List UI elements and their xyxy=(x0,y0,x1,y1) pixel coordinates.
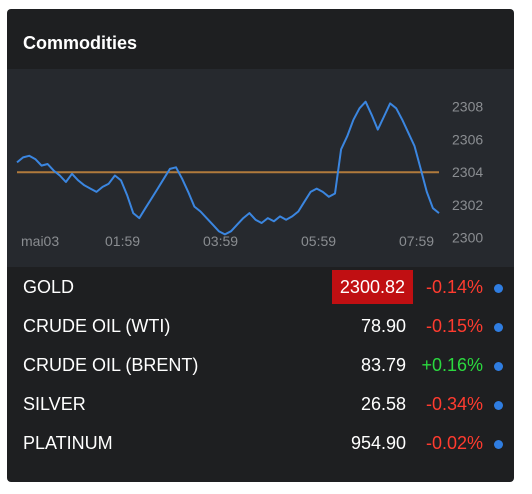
commodity-row-gold[interactable]: GOLD 2300.82 -0.14% xyxy=(7,267,514,306)
commodity-change: -0.15% xyxy=(425,316,483,336)
commodity-name: SILVER xyxy=(23,394,86,414)
commodity-row-crude-oil-wti[interactable]: CRUDE OIL (WTI) 78.90 -0.15% xyxy=(7,306,514,345)
y-tick-label: 2308 xyxy=(452,99,483,115)
x-tick-label: 05:59 xyxy=(301,233,336,249)
commodity-price: 78.90 xyxy=(360,316,406,336)
status-dot-icon xyxy=(494,284,503,293)
commodity-price: 83.79 xyxy=(360,355,406,375)
commodity-price: 26.58 xyxy=(360,394,406,414)
commodity-row-crude-oil-brent[interactable]: CRUDE OIL (BRENT) 83.79 +0.16% xyxy=(7,345,514,384)
commodity-change: -0.34% xyxy=(425,394,483,414)
commodities-widget: Commodities 2300 2302 2304 2306 2308 mai03 01… xyxy=(7,9,514,482)
commodity-name: CRUDE OIL (WTI) xyxy=(23,316,171,336)
x-tick-label: mai03 xyxy=(21,233,59,249)
commodity-change: +0.16% xyxy=(421,355,483,375)
commodity-list: GOLD 2300.82 -0.14% CRUDE OIL (WTI) 78.9… xyxy=(7,267,514,462)
price-chart[interactable]: 2300 2302 2304 2306 2308 mai03 01:59 03:59 05:5… xyxy=(7,69,514,267)
commodity-price: 954.90 xyxy=(350,433,406,453)
commodity-name: GOLD xyxy=(23,277,75,297)
commodity-name: PLATINUM xyxy=(23,433,113,453)
status-dot-icon xyxy=(494,440,503,449)
status-dot-icon xyxy=(494,401,503,410)
commodity-change: -0.14% xyxy=(425,277,483,297)
y-tick-label: 2304 xyxy=(452,164,483,180)
status-dot-icon xyxy=(494,362,503,371)
commodity-name: CRUDE OIL (BRENT) xyxy=(23,355,199,375)
status-dot-icon xyxy=(494,323,503,332)
y-tick-label: 2300 xyxy=(452,230,483,246)
y-tick-label: 2302 xyxy=(452,197,483,213)
commodity-change: -0.02% xyxy=(425,433,483,453)
commodity-row-silver[interactable]: SILVER 26.58 -0.34% xyxy=(7,384,514,423)
widget-title: Commodities xyxy=(23,33,138,53)
y-tick-label: 2306 xyxy=(452,131,483,147)
price-chart-svg: 2300 2302 2304 2306 2308 mai03 01:59 03:59 05:5… xyxy=(16,99,483,249)
x-tick-label: 07:59 xyxy=(399,233,434,249)
price-series-line xyxy=(16,100,440,236)
commodity-price: 2300.82 xyxy=(331,270,413,304)
x-tick-label: 01:59 xyxy=(105,233,140,249)
commodity-row-platinum[interactable]: PLATINUM 954.90 -0.02% xyxy=(7,423,514,462)
x-tick-label: 03:59 xyxy=(203,233,238,249)
